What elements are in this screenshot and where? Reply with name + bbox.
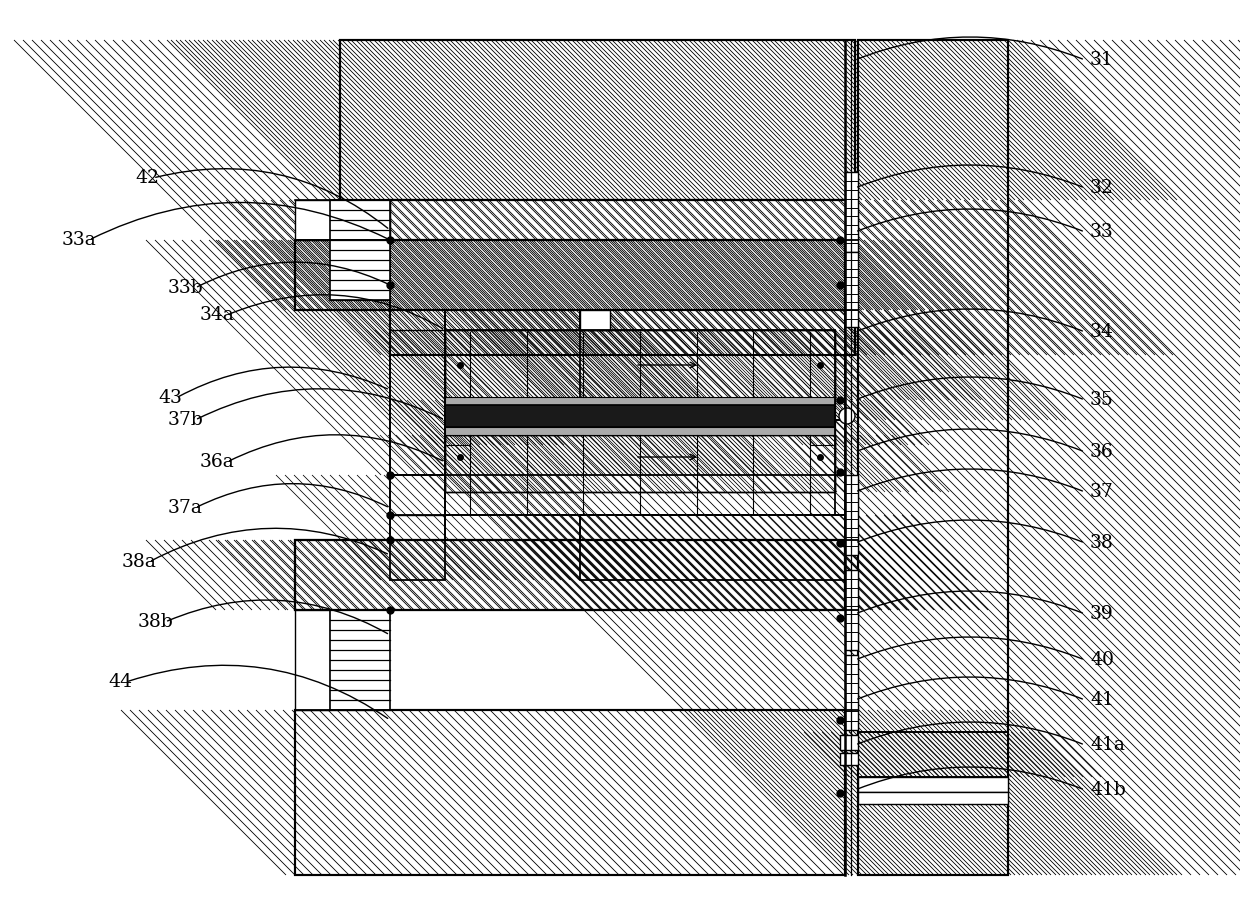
Bar [858,40,1008,875]
Bar [340,40,856,200]
Bar [391,475,445,580]
Bar [810,400,835,445]
Text: 38b: 38b [138,613,174,631]
Circle shape [839,408,856,424]
Bar [844,475,858,555]
Bar [295,540,844,610]
Bar [295,710,844,875]
Bar [858,792,1008,804]
Bar [295,240,844,310]
Text: 41b: 41b [1090,781,1126,799]
Bar [810,400,835,445]
Text: 40: 40 [1090,651,1114,669]
Text: 31: 31 [1090,51,1114,69]
Text: 32: 32 [1090,179,1114,197]
Text: 38a: 38a [122,553,157,571]
Text: 33a: 33a [62,231,97,249]
Bar [445,330,835,400]
Bar [295,540,844,610]
Text: 33: 33 [1090,223,1114,241]
Bar [391,475,445,580]
Text: 37a: 37a [167,499,203,517]
Bar [580,515,844,580]
Bar [295,240,844,310]
Text: 36: 36 [1090,443,1114,461]
Bar [445,435,835,492]
Bar [445,435,835,492]
Text: 35: 35 [1090,391,1114,409]
Bar [844,655,858,730]
Text: 34: 34 [1090,323,1114,341]
Bar [810,400,835,445]
Bar [580,310,610,330]
Bar [580,310,844,420]
Text: 37: 37 [1090,483,1114,501]
Bar [445,405,835,427]
Bar [295,540,844,610]
Bar [295,240,844,310]
Bar [391,475,445,580]
Bar [839,735,858,750]
Bar [295,710,844,875]
Bar [580,515,844,580]
Bar [295,710,844,875]
Bar [391,310,445,475]
Bar [391,310,445,475]
Text: 43: 43 [157,389,182,407]
Bar [580,515,844,580]
Bar [295,240,844,310]
Bar [391,200,856,355]
Bar [445,397,835,405]
Bar [844,172,858,252]
Bar [445,330,835,400]
Text: 33b: 33b [167,279,203,297]
Text: 42: 42 [135,169,159,187]
Bar [580,310,844,420]
Text: 39: 39 [1090,605,1114,623]
Bar [445,400,470,445]
Text: 41: 41 [1090,691,1114,709]
Bar [445,427,835,435]
Bar [858,732,1008,777]
Text: 34a: 34a [200,306,234,324]
Bar [844,570,858,650]
Bar [295,240,844,310]
Bar [445,330,835,515]
Bar [340,40,856,200]
Text: 38: 38 [1090,534,1114,552]
Text: 44: 44 [108,673,131,691]
Bar [391,200,856,355]
Bar [340,40,856,200]
Bar [844,252,858,327]
Bar [330,610,391,710]
Bar [858,40,1008,875]
Bar [858,732,1008,777]
Bar [445,330,835,400]
Bar [295,610,330,710]
Bar [445,435,835,492]
Bar [295,240,844,310]
Bar [858,40,1008,875]
Bar [858,732,1008,777]
Text: 41a: 41a [1090,736,1125,754]
Text: 37b: 37b [167,411,203,429]
Bar [391,310,445,475]
Bar [445,400,470,445]
Bar [391,200,856,355]
Bar [858,777,1008,792]
Bar [580,310,844,420]
Bar [295,540,844,610]
Bar [330,200,391,300]
Bar [839,753,858,765]
Bar [295,200,391,240]
Bar [295,540,844,610]
Bar [295,540,844,610]
Bar [445,400,470,445]
Text: 36a: 36a [200,453,234,471]
